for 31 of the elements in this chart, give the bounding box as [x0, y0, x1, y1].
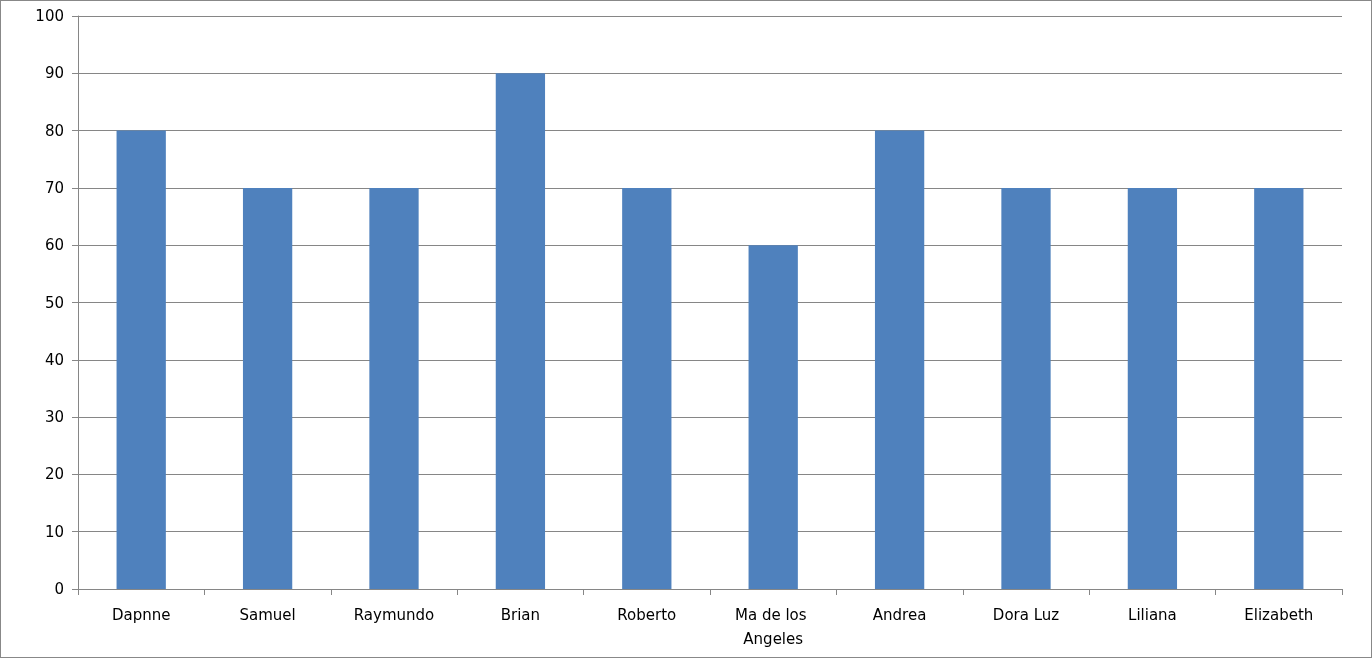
bar — [748, 245, 798, 589]
x-tick-label: Roberto — [617, 606, 677, 624]
x-tick-label: Ma de los Angeles — [735, 606, 812, 648]
bar — [1254, 187, 1304, 589]
x-tick-label: Samuel — [239, 606, 296, 624]
y-tick-label: 100 — [35, 7, 64, 25]
y-tick-label: 20 — [44, 465, 64, 484]
x-tick-label: Raymundo — [353, 606, 435, 624]
x-tick-label: Dora Luz — [992, 606, 1060, 624]
bar — [1127, 187, 1178, 589]
x-tick-label: Elizabeth — [1244, 606, 1314, 624]
bar — [874, 130, 925, 589]
x-tick-label: Dapnne — [111, 606, 171, 624]
bar — [622, 187, 672, 589]
y-tick-label: 30 — [44, 408, 64, 427]
y-tick-label: 80 — [44, 121, 64, 140]
bar — [495, 73, 546, 589]
y-tick-label: 40 — [44, 350, 64, 369]
bar — [1001, 187, 1051, 589]
y-tick-label: 90 — [44, 64, 64, 83]
y-tick-label: 70 — [44, 178, 64, 197]
x-tick-label: Liliana — [1128, 606, 1177, 624]
y-tick-label: 50 — [44, 293, 64, 312]
bar — [369, 187, 419, 589]
x-tick-label: Andrea — [872, 606, 927, 624]
bar — [116, 130, 166, 589]
bar — [242, 187, 293, 589]
y-tick-label: 60 — [44, 236, 64, 255]
x-tick-label: Brian — [500, 606, 541, 624]
y-tick-label: 10 — [44, 522, 64, 541]
y-tick-label: 0 — [54, 580, 64, 598]
